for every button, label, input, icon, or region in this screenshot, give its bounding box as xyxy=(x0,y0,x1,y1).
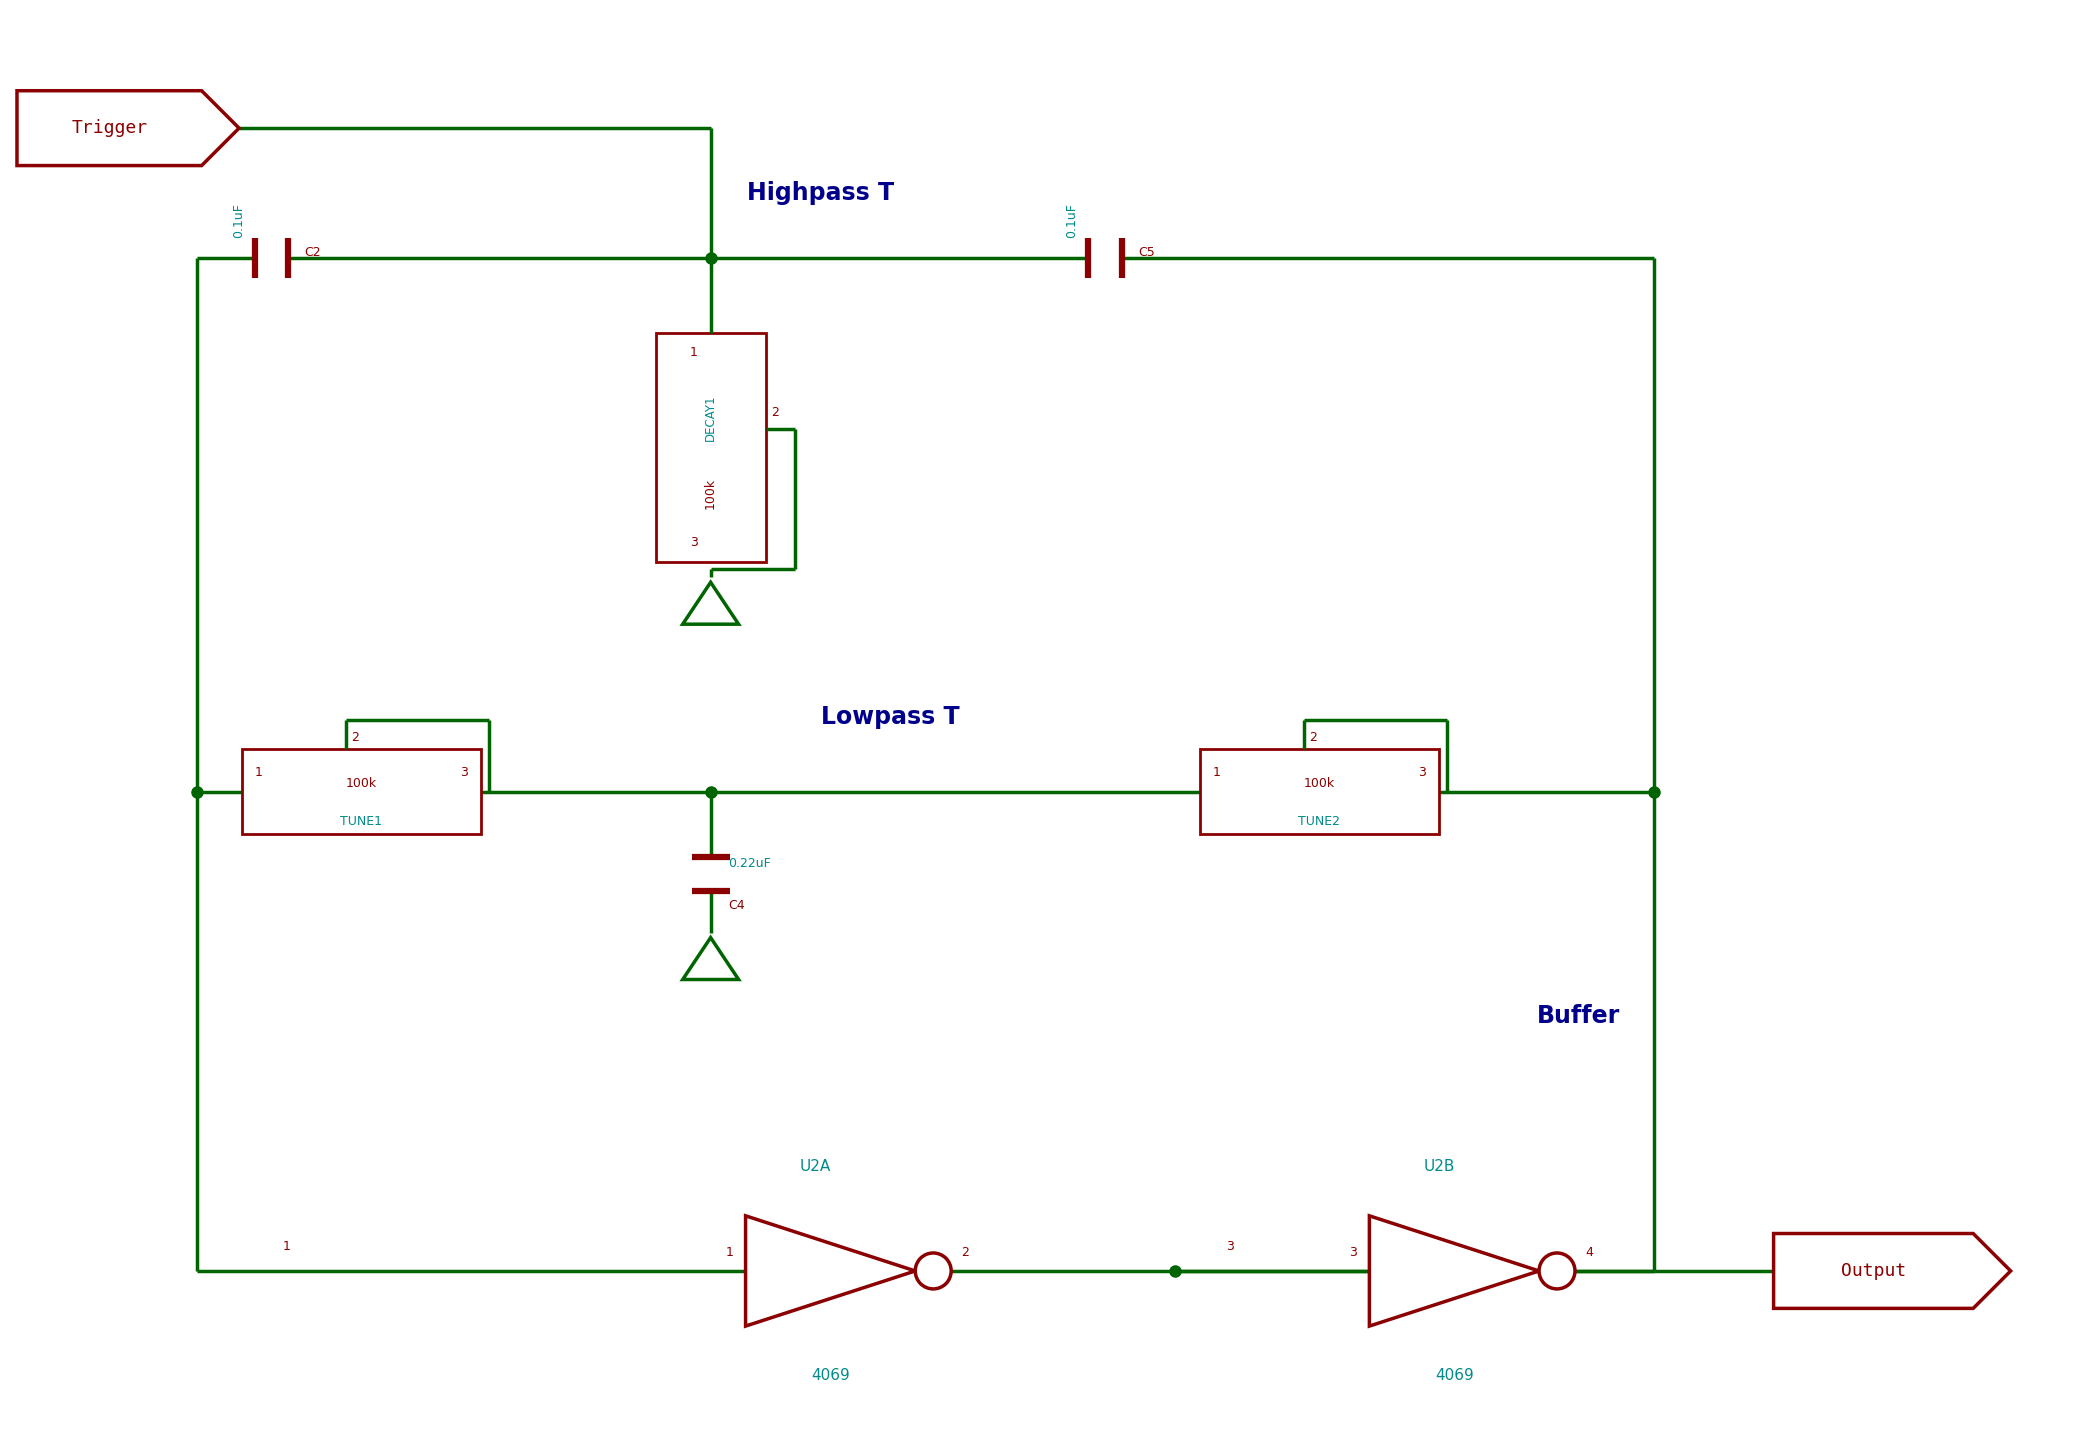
Bar xyxy=(242,750,480,835)
Text: 3: 3 xyxy=(1349,1246,1357,1259)
Circle shape xyxy=(915,1253,952,1289)
Text: TUNE1: TUNE1 xyxy=(340,815,382,828)
Text: 1: 1 xyxy=(282,1240,290,1253)
Text: C4: C4 xyxy=(729,899,745,912)
Text: 3: 3 xyxy=(1418,765,1426,778)
Text: DECAY1: DECAY1 xyxy=(704,395,716,441)
Text: Highpass T: Highpass T xyxy=(748,181,894,205)
Text: TUNE2: TUNE2 xyxy=(1299,815,1340,828)
Bar xyxy=(1201,750,1439,835)
Polygon shape xyxy=(17,91,238,165)
Text: 0.1uF: 0.1uF xyxy=(232,203,244,237)
Text: 0.1uF: 0.1uF xyxy=(1065,203,1077,237)
Text: 4: 4 xyxy=(1585,1246,1593,1259)
Text: 4069: 4069 xyxy=(810,1369,850,1383)
Text: 3: 3 xyxy=(1226,1240,1234,1253)
Text: C5: C5 xyxy=(1138,246,1155,259)
Text: 0.22uF: 0.22uF xyxy=(729,857,770,870)
Text: 4069: 4069 xyxy=(1434,1369,1474,1383)
Text: 1: 1 xyxy=(689,346,697,359)
Text: U2A: U2A xyxy=(800,1159,831,1174)
Text: 3: 3 xyxy=(459,765,468,778)
Text: 1: 1 xyxy=(255,765,263,778)
Text: 3: 3 xyxy=(689,537,697,550)
Text: 2: 2 xyxy=(960,1246,969,1259)
Text: 1: 1 xyxy=(727,1246,733,1259)
Text: C2: C2 xyxy=(305,246,322,259)
Text: 1: 1 xyxy=(1213,765,1221,778)
Text: Buffer: Buffer xyxy=(1537,1004,1620,1029)
Text: 2: 2 xyxy=(773,407,779,420)
Polygon shape xyxy=(745,1215,915,1325)
Text: U2B: U2B xyxy=(1424,1159,1455,1174)
Text: 100k: 100k xyxy=(704,478,716,509)
Text: 100k: 100k xyxy=(347,777,376,790)
Text: Trigger: Trigger xyxy=(71,119,148,137)
Bar xyxy=(656,333,766,563)
Polygon shape xyxy=(1773,1233,2011,1308)
Text: 100k: 100k xyxy=(1303,777,1334,790)
Text: 2: 2 xyxy=(1309,732,1318,744)
Circle shape xyxy=(1539,1253,1574,1289)
Text: 2: 2 xyxy=(351,732,359,744)
Polygon shape xyxy=(1370,1215,1539,1325)
Text: Output: Output xyxy=(1842,1262,1906,1281)
Text: Lowpass T: Lowpass T xyxy=(821,705,960,729)
